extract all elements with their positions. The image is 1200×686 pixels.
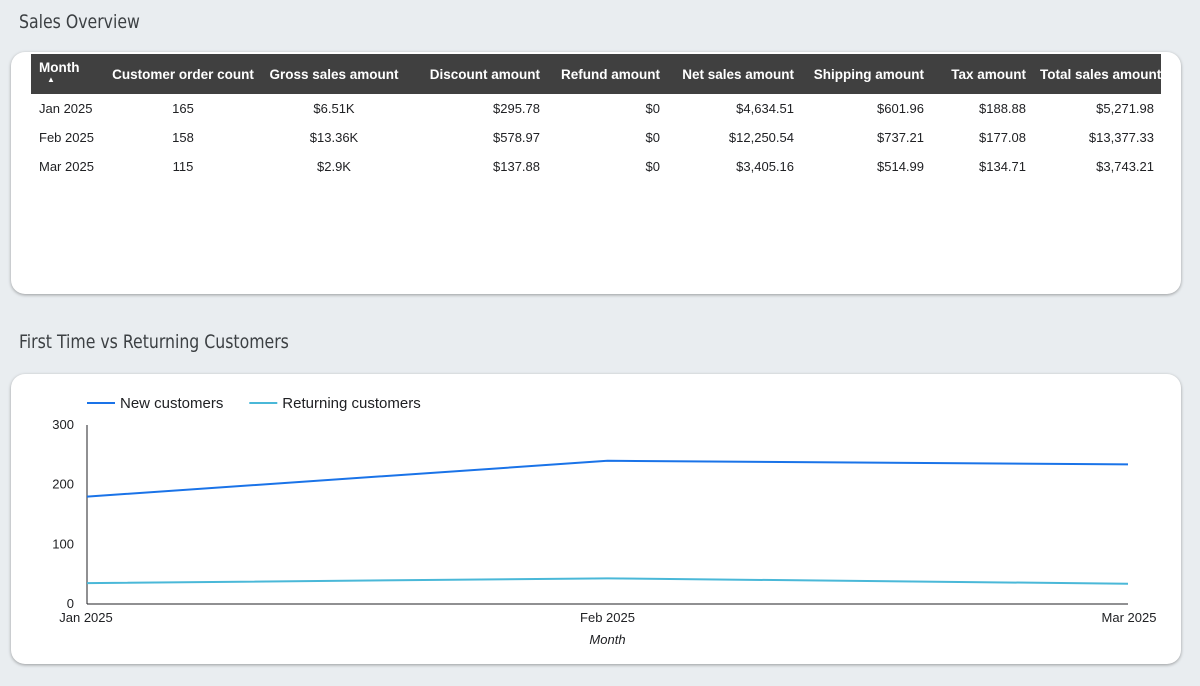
cell-total-sales-amount: $13,377.33	[1088, 130, 1154, 145]
cell-shipping-amount: $514.99	[877, 159, 924, 174]
cell-net-sales-amount: $4,634.51	[736, 101, 794, 116]
sales-overview-title: Sales Overview	[19, 11, 140, 33]
series-line	[86, 459, 1129, 498]
column-header-tax-amount[interactable]: Tax amount	[951, 66, 1026, 82]
cell-month: Feb 2025	[39, 130, 94, 145]
x-axis-title: Month	[589, 632, 625, 647]
y-tick-label: 200	[52, 477, 74, 492]
table-row: Jan 2025 165 $6.51K $295.78 $0 $4,634.51…	[31, 94, 1161, 123]
sort-ascending-icon[interactable]: ▲	[47, 75, 55, 85]
series-line	[86, 577, 1129, 585]
y-tick-label: 100	[52, 536, 74, 551]
sales-overview-card: Month ▲ Customer order count Gross sales…	[11, 52, 1181, 294]
legend-label: Returning customers	[282, 395, 420, 412]
column-header-label: Month	[39, 59, 80, 75]
column-header-customer-order-count[interactable]: Customer order count	[112, 66, 254, 82]
table-row: Feb 2025 158 $13.36K $578.97 $0 $12,250.…	[31, 123, 1161, 152]
cell-total-sales-amount: $3,743.21	[1096, 159, 1154, 174]
cell-month: Mar 2025	[39, 159, 94, 174]
sales-overview-table: Month ▲ Customer order count Gross sales…	[31, 54, 1161, 181]
cell-refund-amount: $0	[645, 159, 660, 174]
column-header-shipping-amount[interactable]: Shipping amount	[813, 66, 924, 82]
cell-customer-order-count: 158	[172, 130, 194, 145]
cell-gross-sales-amount: $2.9K	[317, 159, 351, 174]
x-tick-label: Mar 2025	[1102, 610, 1157, 625]
y-tick-label: 300	[52, 417, 74, 432]
x-tick-label: Jan 2025	[59, 610, 113, 625]
cell-tax-amount: $177.08	[979, 130, 1026, 145]
customers-chart-title: First Time vs Returning Customers	[19, 331, 289, 353]
cell-gross-sales-amount: $13.36K	[309, 130, 359, 145]
cell-tax-amount: $188.88	[979, 101, 1026, 116]
cell-discount-amount: $137.88	[493, 159, 540, 174]
cell-discount-amount: $578.97	[493, 130, 540, 145]
column-header-total-sales-amount[interactable]: Total sales amount	[1040, 66, 1162, 82]
cell-customer-order-count: 165	[172, 101, 194, 116]
column-header-refund-amount[interactable]: Refund amount	[561, 66, 660, 82]
cell-discount-amount: $295.78	[493, 101, 540, 116]
column-header-discount-amount[interactable]: Discount amount	[429, 66, 540, 82]
cell-shipping-amount: $601.96	[877, 101, 924, 116]
y-tick-label: 0	[67, 596, 74, 611]
cell-tax-amount: $134.71	[979, 159, 1026, 174]
column-header-month[interactable]: Month ▲	[31, 54, 105, 94]
legend-label: New customers	[120, 395, 223, 412]
column-header-net-sales-amount[interactable]: Net sales amount	[682, 66, 794, 82]
cell-shipping-amount: $737.21	[877, 130, 924, 145]
cell-refund-amount: $0	[645, 101, 660, 116]
cell-total-sales-amount: $5,271.98	[1096, 101, 1154, 116]
cell-gross-sales-amount: $6.51K	[313, 101, 355, 116]
customers-chart-card: 0 100 200 300 Jan 2025 Feb 2025 Mar 2025 Month N…	[11, 374, 1181, 664]
x-tick-label: Feb 2025	[580, 610, 635, 625]
cell-net-sales-amount: $3,405.16	[736, 159, 794, 174]
column-header-gross-sales-amount[interactable]: Gross sales amount	[269, 66, 399, 82]
table-row: Mar 2025 115 $2.9K $137.88 $0 $3,405.16 …	[31, 152, 1161, 181]
cell-net-sales-amount: $12,250.54	[728, 130, 794, 145]
customers-line-chart: 0 100 200 300 Jan 2025 Feb 2025 Mar 2025 Month N…	[52, 395, 1157, 647]
cell-customer-order-count: 115	[172, 159, 194, 174]
cell-refund-amount: $0	[645, 130, 660, 145]
table-header-row: Month ▲ Customer order count Gross sales…	[31, 54, 1161, 94]
cell-month: Jan 2025	[39, 101, 93, 116]
